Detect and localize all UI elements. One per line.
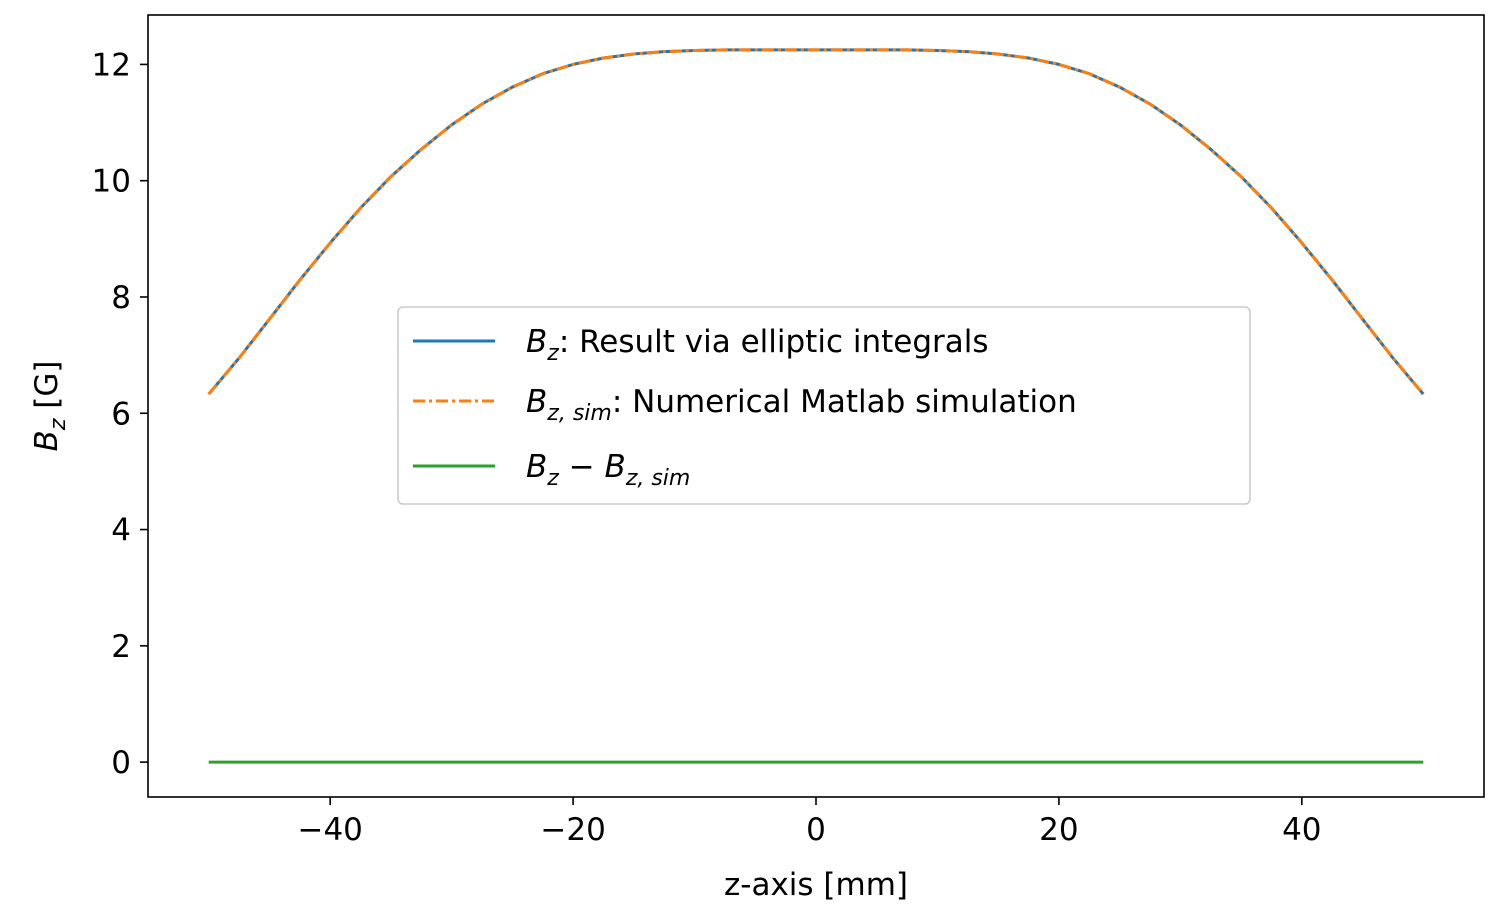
y-axis-label-symbol: B: [29, 430, 65, 451]
y-tick-label: 0: [111, 745, 131, 781]
series-line-1: [207, 48, 1425, 396]
legend: Bz: Result via elliptic integrals Bz, si…: [397, 306, 1251, 505]
y-axis-label-subscript: z: [46, 418, 71, 431]
legend-entry-elliptic-label: : Result via elliptic integrals: [559, 324, 989, 360]
legend-entry-difference: Bz − Bz, sim: [526, 449, 690, 491]
legend-entry-difference-symbol: B: [526, 449, 547, 485]
legend-entry-simulation-subscript: z, sim: [546, 401, 612, 426]
legend-entry-simulation-label: : Numerical Matlab simulation: [612, 384, 1077, 420]
series-layer: [207, 48, 1425, 764]
legend-entry-difference-subscript2: z, sim: [625, 466, 691, 491]
legend-entry-simulation: Bz, sim: Numerical Matlab simulation: [526, 384, 1077, 426]
x-tick-label: 0: [806, 812, 826, 848]
x-tick-label: −40: [297, 812, 362, 848]
axes-frame: [147, 14, 1485, 798]
y-tick-label: 6: [111, 396, 131, 432]
legend-entry-elliptic-symbol: B: [526, 324, 547, 360]
ticks-layer: −40 −20 0 20 40 0 2 4 6 8 10 12: [92, 47, 1322, 848]
y-tick-label: 4: [111, 513, 131, 549]
y-axis-label: Bz [G]: [29, 361, 71, 452]
legend-entry-difference-minus: −: [559, 449, 605, 485]
y-tick-label: 12: [92, 47, 131, 83]
y-tick-label: 10: [92, 164, 131, 200]
y-axis-label-unit: [G]: [29, 361, 65, 419]
y-tick-label: 8: [111, 280, 131, 316]
x-tick-label: 40: [1282, 812, 1321, 848]
x-axis-label: z-axis [mm]: [724, 867, 908, 903]
x-tick-label: 20: [1039, 812, 1078, 848]
legend-entry-difference-subscript: z: [546, 466, 559, 491]
legend-entry-elliptic: Bz: Result via elliptic integrals: [526, 324, 989, 366]
legend-entry-simulation-symbol: B: [526, 384, 547, 420]
x-tick-label: −20: [540, 812, 605, 848]
legend-entry-elliptic-subscript: z: [546, 341, 559, 366]
legend-entry-difference-symbol2: B: [605, 449, 626, 485]
y-tick-label: 2: [111, 629, 131, 665]
legend-box: [397, 306, 1251, 505]
